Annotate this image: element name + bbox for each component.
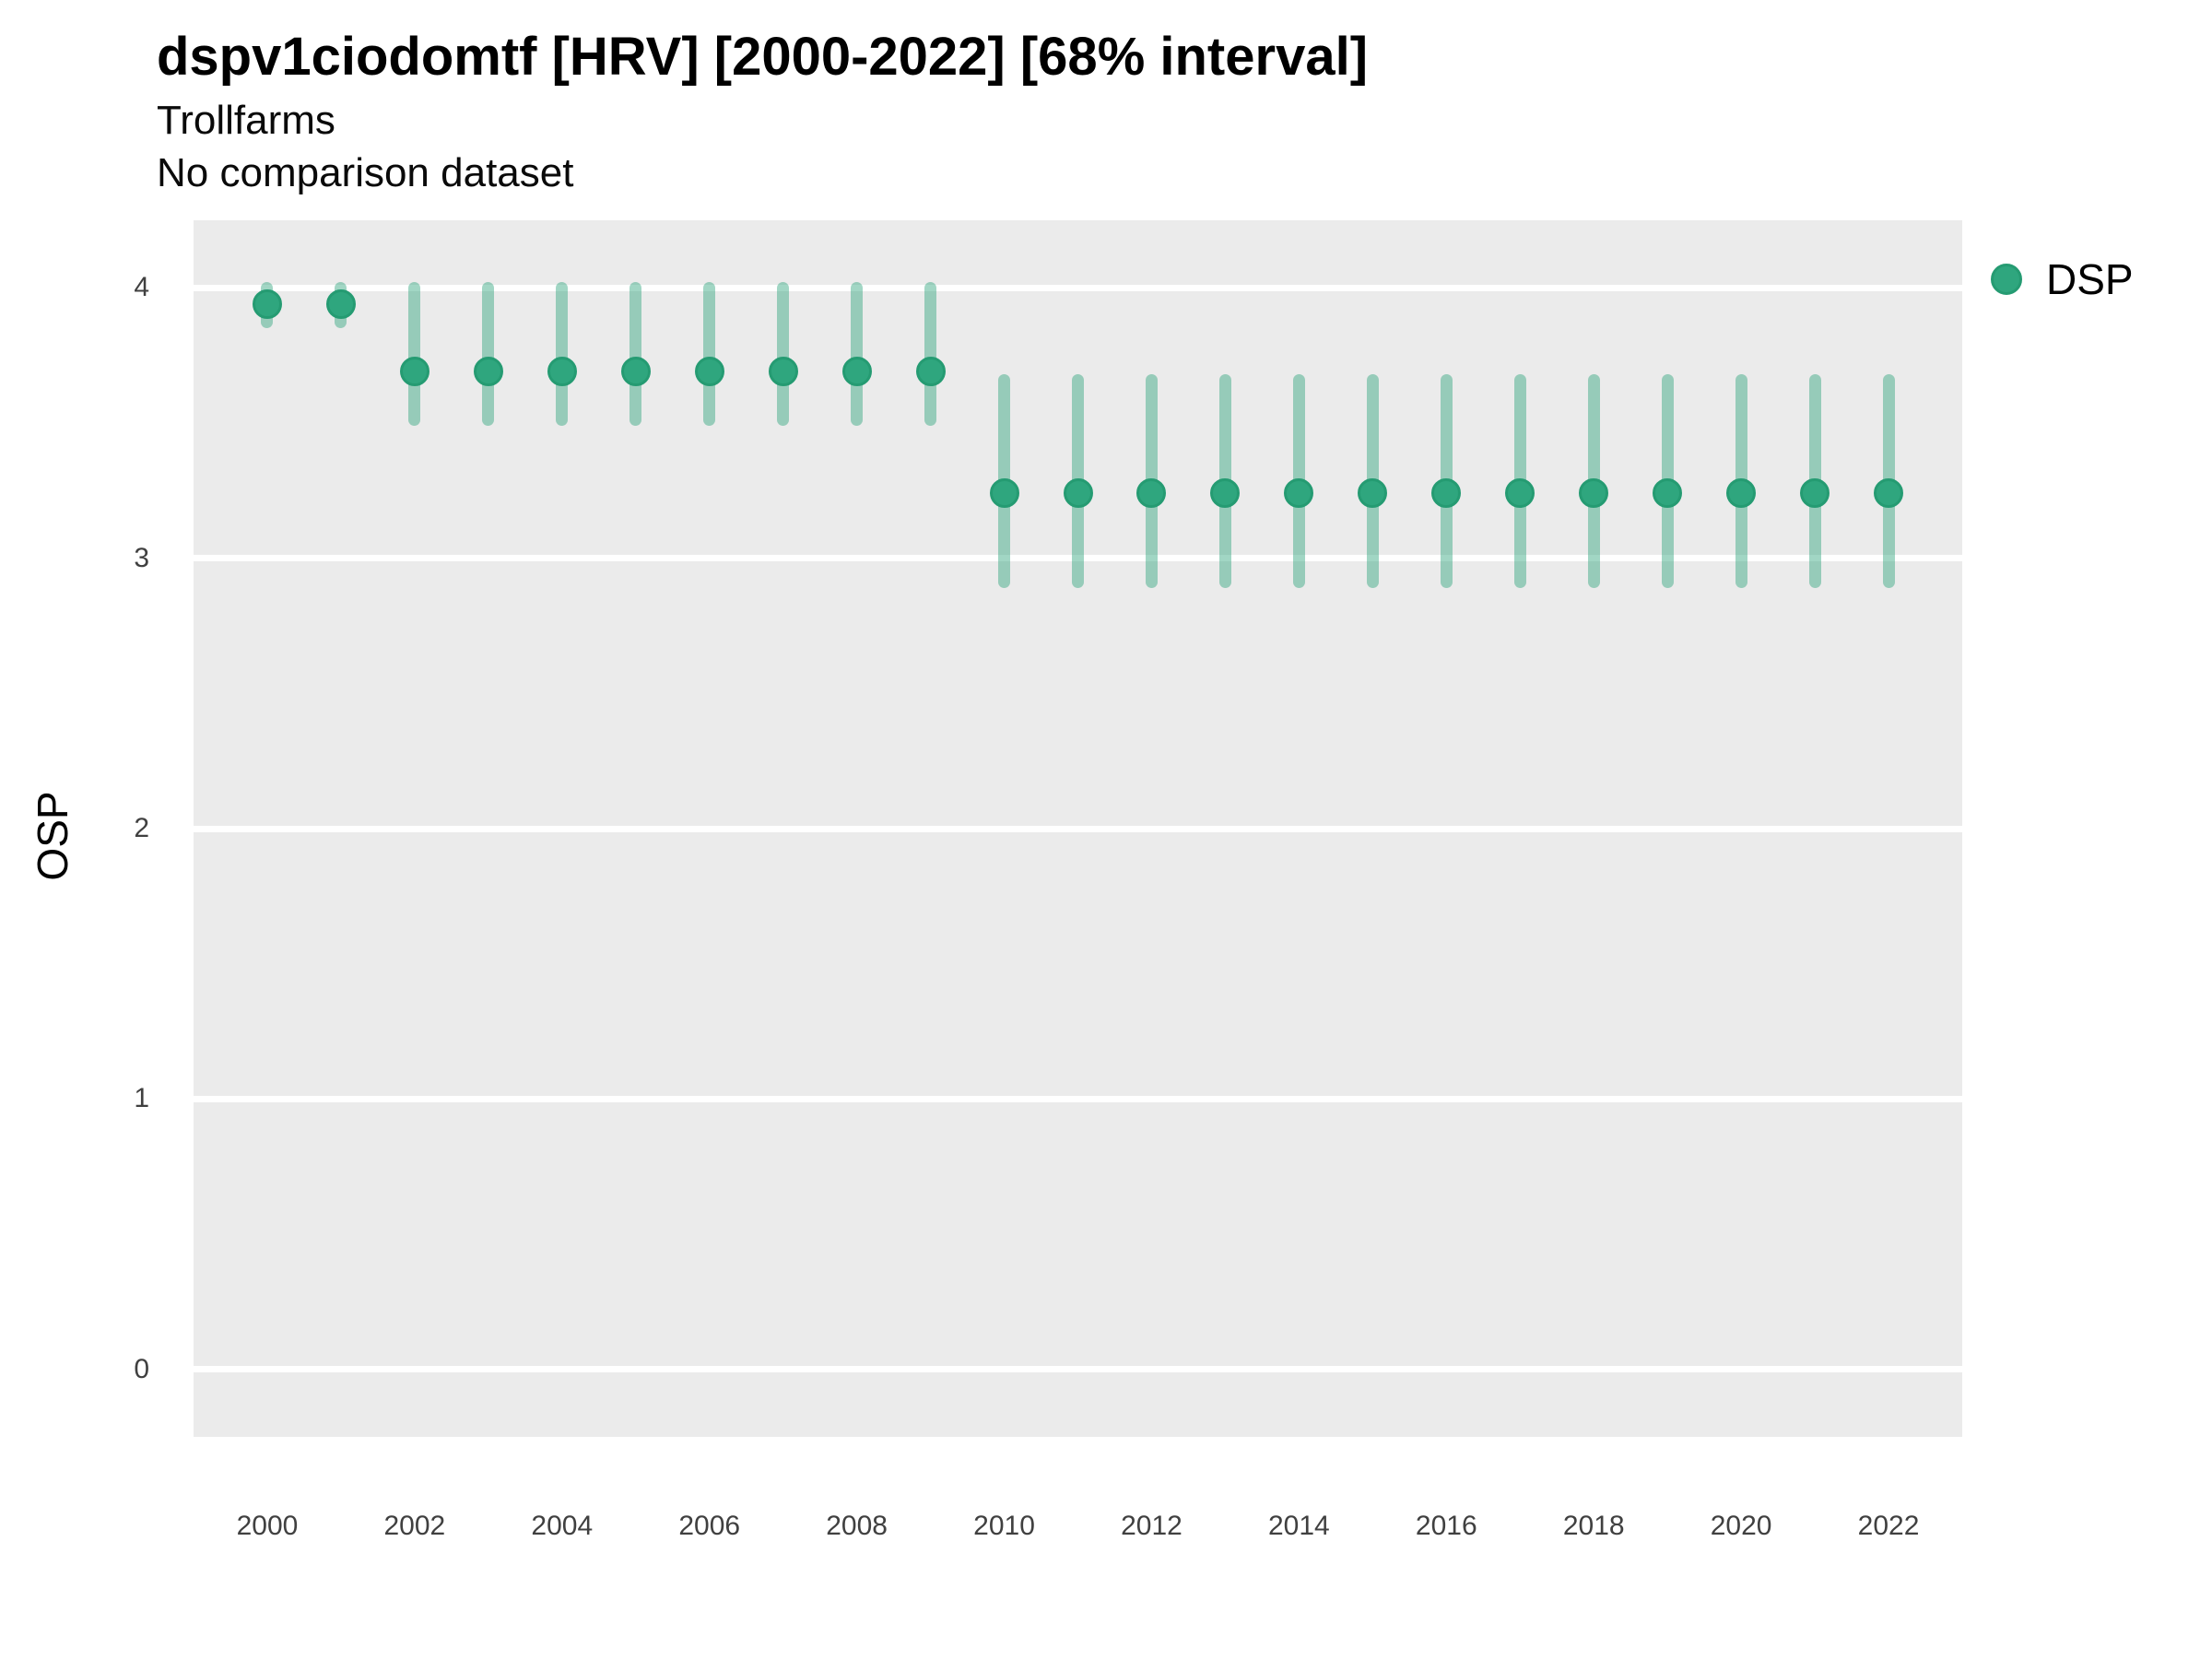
data-point-2000 xyxy=(252,288,282,319)
x-tick-label-2014: 2014 xyxy=(1268,1511,1330,1541)
data-point-2007 xyxy=(768,357,798,387)
data-point-2021 xyxy=(1800,478,1830,509)
data-point-2019 xyxy=(1653,478,1683,509)
x-tick-label-2018: 2018 xyxy=(1562,1511,1625,1541)
data-point-2001 xyxy=(325,288,356,319)
comparison-note: No comparison dataset xyxy=(157,150,574,195)
x-tick-label-2016: 2016 xyxy=(1415,1511,1477,1541)
data-point-2008 xyxy=(841,357,872,387)
data-point-2014 xyxy=(1284,478,1314,509)
interval-bar-2009 xyxy=(924,282,937,427)
interval-bar-2005 xyxy=(629,282,642,427)
data-point-2010 xyxy=(989,478,1019,509)
legend: DSP xyxy=(1991,254,2134,304)
x-tick-label-2004: 2004 xyxy=(531,1511,594,1541)
x-tick-label-2010: 2010 xyxy=(973,1511,1035,1541)
interval-bar-2003 xyxy=(482,282,495,427)
legend-label-dsp: DSP xyxy=(2046,255,2134,303)
data-point-2004 xyxy=(547,357,577,387)
data-point-2012 xyxy=(1136,478,1167,509)
plot-panel xyxy=(194,220,1962,1437)
gridline-y-4 xyxy=(194,284,1962,291)
gridline-y-0 xyxy=(194,1366,1962,1373)
data-point-2018 xyxy=(1579,478,1609,509)
x-tick-label-2006: 2006 xyxy=(678,1511,741,1541)
x-tick-label-2022: 2022 xyxy=(1857,1511,1920,1541)
interval-bar-2007 xyxy=(777,282,790,427)
data-point-2013 xyxy=(1210,478,1241,509)
data-point-2006 xyxy=(694,357,724,387)
x-tick-label-2002: 2002 xyxy=(383,1511,446,1541)
data-point-2011 xyxy=(1063,478,1093,509)
gridline-y-1 xyxy=(194,1095,1962,1102)
data-point-2022 xyxy=(1874,478,1904,509)
data-point-2016 xyxy=(1431,478,1462,509)
x-tick-label-2000: 2000 xyxy=(236,1511,299,1541)
gridline-y-2 xyxy=(194,825,1962,832)
x-tick-label-2020: 2020 xyxy=(1710,1511,1772,1541)
legend-marker-dsp xyxy=(1991,264,2022,295)
data-point-2009 xyxy=(915,357,946,387)
x-tick-label-2012: 2012 xyxy=(1121,1511,1182,1541)
y-tick-label-4: 4 xyxy=(134,272,149,303)
interval-bar-2008 xyxy=(851,282,864,427)
y-tick-label-0: 0 xyxy=(134,1353,149,1384)
gridline-y-3 xyxy=(194,555,1962,562)
y-tick-label-2: 2 xyxy=(134,813,149,843)
interval-bar-2006 xyxy=(703,282,716,427)
data-point-2003 xyxy=(473,357,503,387)
interval-bar-2004 xyxy=(556,282,569,427)
data-point-2020 xyxy=(1726,478,1757,509)
y-axis-title: OSP xyxy=(29,791,76,881)
data-point-2005 xyxy=(620,357,651,387)
y-tick-label-1: 1 xyxy=(134,1083,149,1114)
data-point-2015 xyxy=(1358,478,1388,509)
x-tick-label-2008: 2008 xyxy=(826,1511,888,1541)
interval-bar-2002 xyxy=(408,282,421,427)
y-tick-label-3: 3 xyxy=(134,542,149,573)
data-point-2017 xyxy=(1505,478,1535,509)
chart-title: dspv1ciodomtf [HRV] [2000-2022] [68% int… xyxy=(157,27,1369,87)
data-point-2002 xyxy=(399,357,429,387)
chart-subtitle: Trollfarms xyxy=(157,98,335,143)
